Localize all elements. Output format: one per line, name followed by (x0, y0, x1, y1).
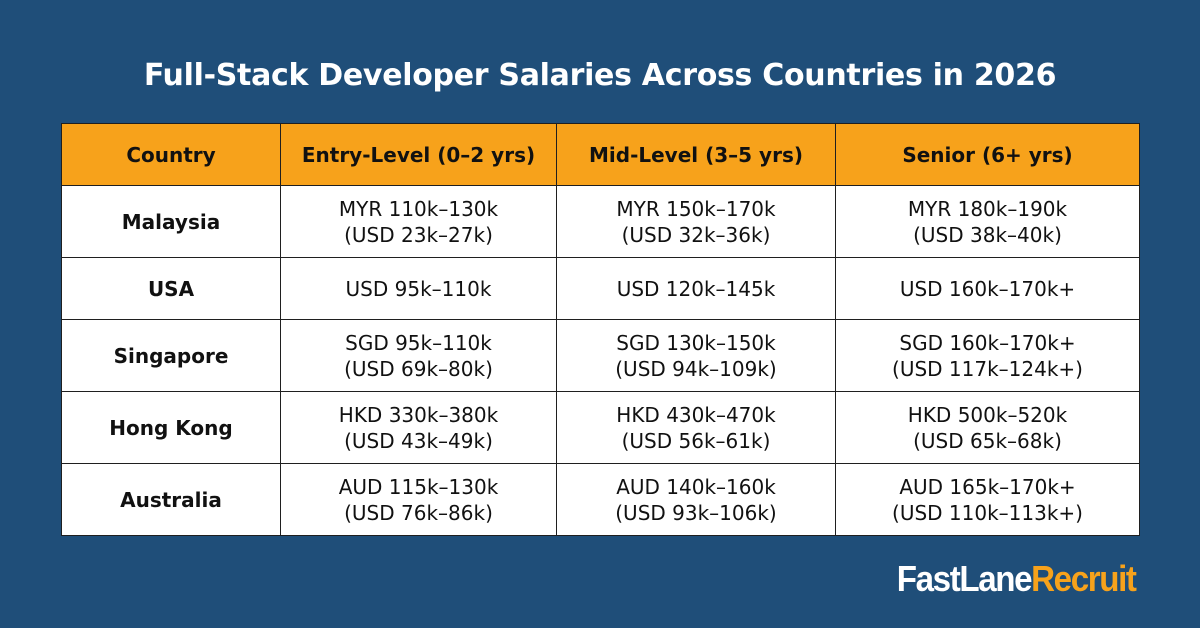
salary-usd: (USD 76k–86k) (344, 500, 493, 525)
salary-local: SGD 130k–150k (616, 330, 776, 355)
table-row-singapore: Singapore SGD 95k–110k (USD 69k–80k) SGD… (61, 319, 1140, 392)
senior-cell: USD 160k–170k+ (835, 257, 1140, 320)
header-mid-level: Mid-Level (3–5 yrs) (556, 123, 836, 186)
salary-local: HKD 330k–380k (338, 402, 499, 427)
table-header-row: Country Entry-Level (0–2 yrs) Mid-Level … (61, 123, 1140, 186)
salary-local: SGD 160k–170k+ (899, 330, 1076, 355)
logo-part-fastlane: FastLane (897, 558, 1033, 599)
salary-usd: (USD 93k–106k) (615, 500, 777, 525)
logo-part-recruit: Recruit (1031, 558, 1138, 599)
fastlanerecruit-logo: FastLaneRecruit (897, 558, 1138, 600)
salary-local: HKD 430k–470k (616, 402, 776, 427)
senior-cell: MYR 180k–190k (USD 38k–40k) (835, 185, 1140, 258)
mid-cell: AUD 140k–160k (USD 93k–106k) (556, 463, 836, 536)
country-cell: Malaysia (61, 185, 281, 258)
salary-local: MYR 180k–190k (907, 196, 1068, 221)
salary-local: HKD 500k–520k (907, 402, 1068, 427)
table-row-usa: USA USD 95k–110k USD 120k–145k USD 160k–… (61, 257, 1140, 320)
salary-usd: (USD 43k–49k) (344, 428, 493, 453)
salary-usd: (USD 117k–124k+) (892, 356, 1083, 381)
table-row-malaysia: Malaysia MYR 110k–130k (USD 23k–27k) MYR… (61, 185, 1140, 258)
salary-local: USD 120k–145k (616, 276, 776, 301)
entry-cell: HKD 330k–380k (USD 43k–49k) (280, 391, 557, 464)
table-row-hong-kong: Hong Kong HKD 330k–380k (USD 43k–49k) HK… (61, 391, 1140, 464)
salary-local: AUD 140k–160k (616, 474, 776, 499)
salary-local: MYR 150k–170k (616, 196, 776, 221)
page-title: Full-Stack Developer Salaries Across Cou… (143, 58, 1057, 93)
country-cell: Australia (61, 463, 281, 536)
salary-local: SGD 95k–110k (345, 330, 492, 355)
country-cell: USA (61, 257, 281, 320)
senior-cell: SGD 160k–170k+ (USD 117k–124k+) (835, 319, 1140, 392)
header-entry-level: Entry-Level (0–2 yrs) (280, 123, 557, 186)
salary-usd: (USD 23k–27k) (344, 222, 493, 247)
country-cell: Singapore (61, 319, 281, 392)
salary-table: Country Entry-Level (0–2 yrs) Mid-Level … (61, 123, 1140, 536)
mid-cell: HKD 430k–470k (USD 56k–61k) (556, 391, 836, 464)
mid-cell: MYR 150k–170k (USD 32k–36k) (556, 185, 836, 258)
entry-cell: USD 95k–110k (280, 257, 557, 320)
salary-local: USD 95k–110k (345, 276, 492, 301)
mid-cell: SGD 130k–150k (USD 94k–109k) (556, 319, 836, 392)
country-cell: Hong Kong (61, 391, 281, 464)
mid-cell: USD 120k–145k (556, 257, 836, 320)
header-senior: Senior (6+ yrs) (835, 123, 1140, 186)
table-row-australia: Australia AUD 115k–130k (USD 76k–86k) AU… (61, 463, 1140, 536)
salary-usd: (USD 94k–109k) (615, 356, 777, 381)
salary-local: AUD 165k–170k+ (899, 474, 1076, 499)
senior-cell: AUD 165k–170k+ (USD 110k–113k+) (835, 463, 1140, 536)
salary-usd: (USD 110k–113k+) (892, 500, 1083, 525)
salary-usd: (USD 69k–80k) (344, 356, 493, 381)
salary-usd: (USD 65k–68k) (913, 428, 1062, 453)
senior-cell: HKD 500k–520k (USD 65k–68k) (835, 391, 1140, 464)
salary-local: USD 160k–170k+ (899, 276, 1076, 301)
salary-local: AUD 115k–130k (338, 474, 499, 499)
salary-usd: (USD 32k–36k) (621, 222, 771, 247)
salary-usd: (USD 56k–61k) (621, 428, 771, 453)
salary-local: MYR 110k–130k (338, 196, 499, 221)
entry-cell: MYR 110k–130k (USD 23k–27k) (280, 185, 557, 258)
entry-cell: AUD 115k–130k (USD 76k–86k) (280, 463, 557, 536)
salary-usd: (USD 38k–40k) (913, 222, 1062, 247)
header-country: Country (61, 123, 281, 186)
entry-cell: SGD 95k–110k (USD 69k–80k) (280, 319, 557, 392)
